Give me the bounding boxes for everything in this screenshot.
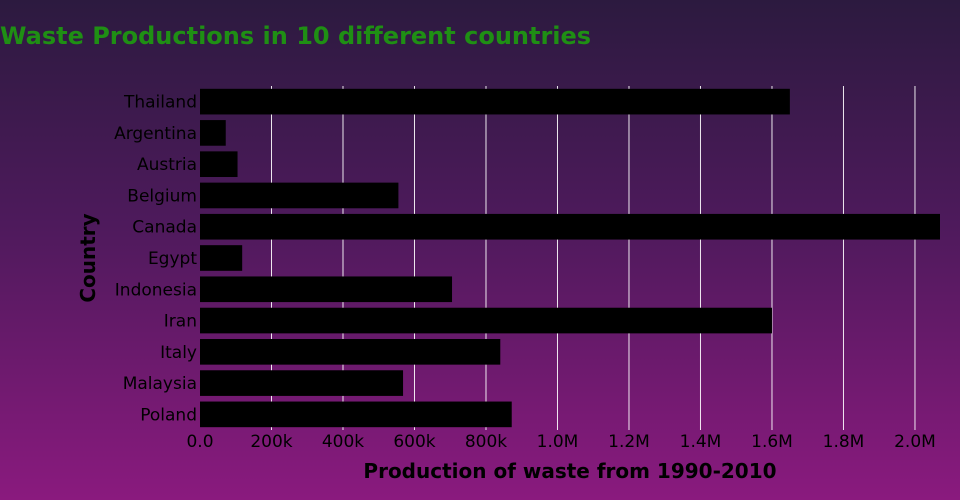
y-tick-label: Argentina: [114, 124, 197, 144]
bar-italy: [200, 338, 501, 365]
x-tick-label: 0.0: [186, 432, 213, 452]
y-tick-label: Thailand: [123, 93, 197, 113]
y-tick-label: Poland: [140, 405, 197, 425]
bar-austria: [200, 151, 238, 178]
y-tick-label: Indonesia: [115, 280, 197, 300]
grid-lines: [270, 86, 916, 430]
x-tick-label: 1.0M: [537, 432, 579, 452]
x-tick-label: 400k: [322, 432, 364, 452]
bar-canada: [200, 213, 940, 240]
y-tick-label: Canada: [132, 218, 197, 238]
x-tick-label: 1.2M: [608, 432, 650, 452]
y-tick-label: Belgium: [127, 186, 197, 206]
chart-title: Waste Productions in 10 different countr…: [0, 22, 591, 50]
x-tick-labels: 0.0 200k 400k 600k 800k 1.0M 1.2M 1.4M 1.6M 1.8M 2…: [186, 432, 935, 452]
x-axis-title: Production of waste from 1990-2010: [363, 459, 776, 483]
y-tick-labels: Thailand Argentina Austria Belgium Canada Egy…: [114, 93, 197, 426]
bar-thailand: [200, 88, 790, 115]
x-tick-label: 1.6M: [751, 432, 793, 452]
bar-iran: [200, 307, 772, 334]
bar-indonesia: [200, 276, 453, 303]
bar-belgium: [200, 182, 399, 209]
y-tick-label: Austria: [137, 155, 197, 175]
bars: [200, 88, 940, 428]
y-axis-title: Country: [76, 213, 100, 302]
x-tick-label: 200k: [250, 432, 292, 452]
bar-argentina: [200, 120, 226, 146]
y-tick-label: Italy: [160, 343, 197, 363]
x-tick-label: 600k: [393, 432, 435, 452]
bar-egypt: [200, 245, 243, 271]
bar-poland: [200, 401, 512, 428]
x-tick-label: 800k: [465, 432, 507, 452]
x-tick-label: 2.0M: [894, 432, 936, 452]
y-tick-label: Egypt: [148, 249, 197, 269]
y-tick-label: Iran: [164, 312, 197, 332]
bar-malaysia: [200, 370, 404, 396]
y-tick-label: Malaysia: [123, 374, 197, 394]
x-tick-label: 1.8M: [823, 432, 865, 452]
x-tick-label: 1.4M: [680, 432, 722, 452]
